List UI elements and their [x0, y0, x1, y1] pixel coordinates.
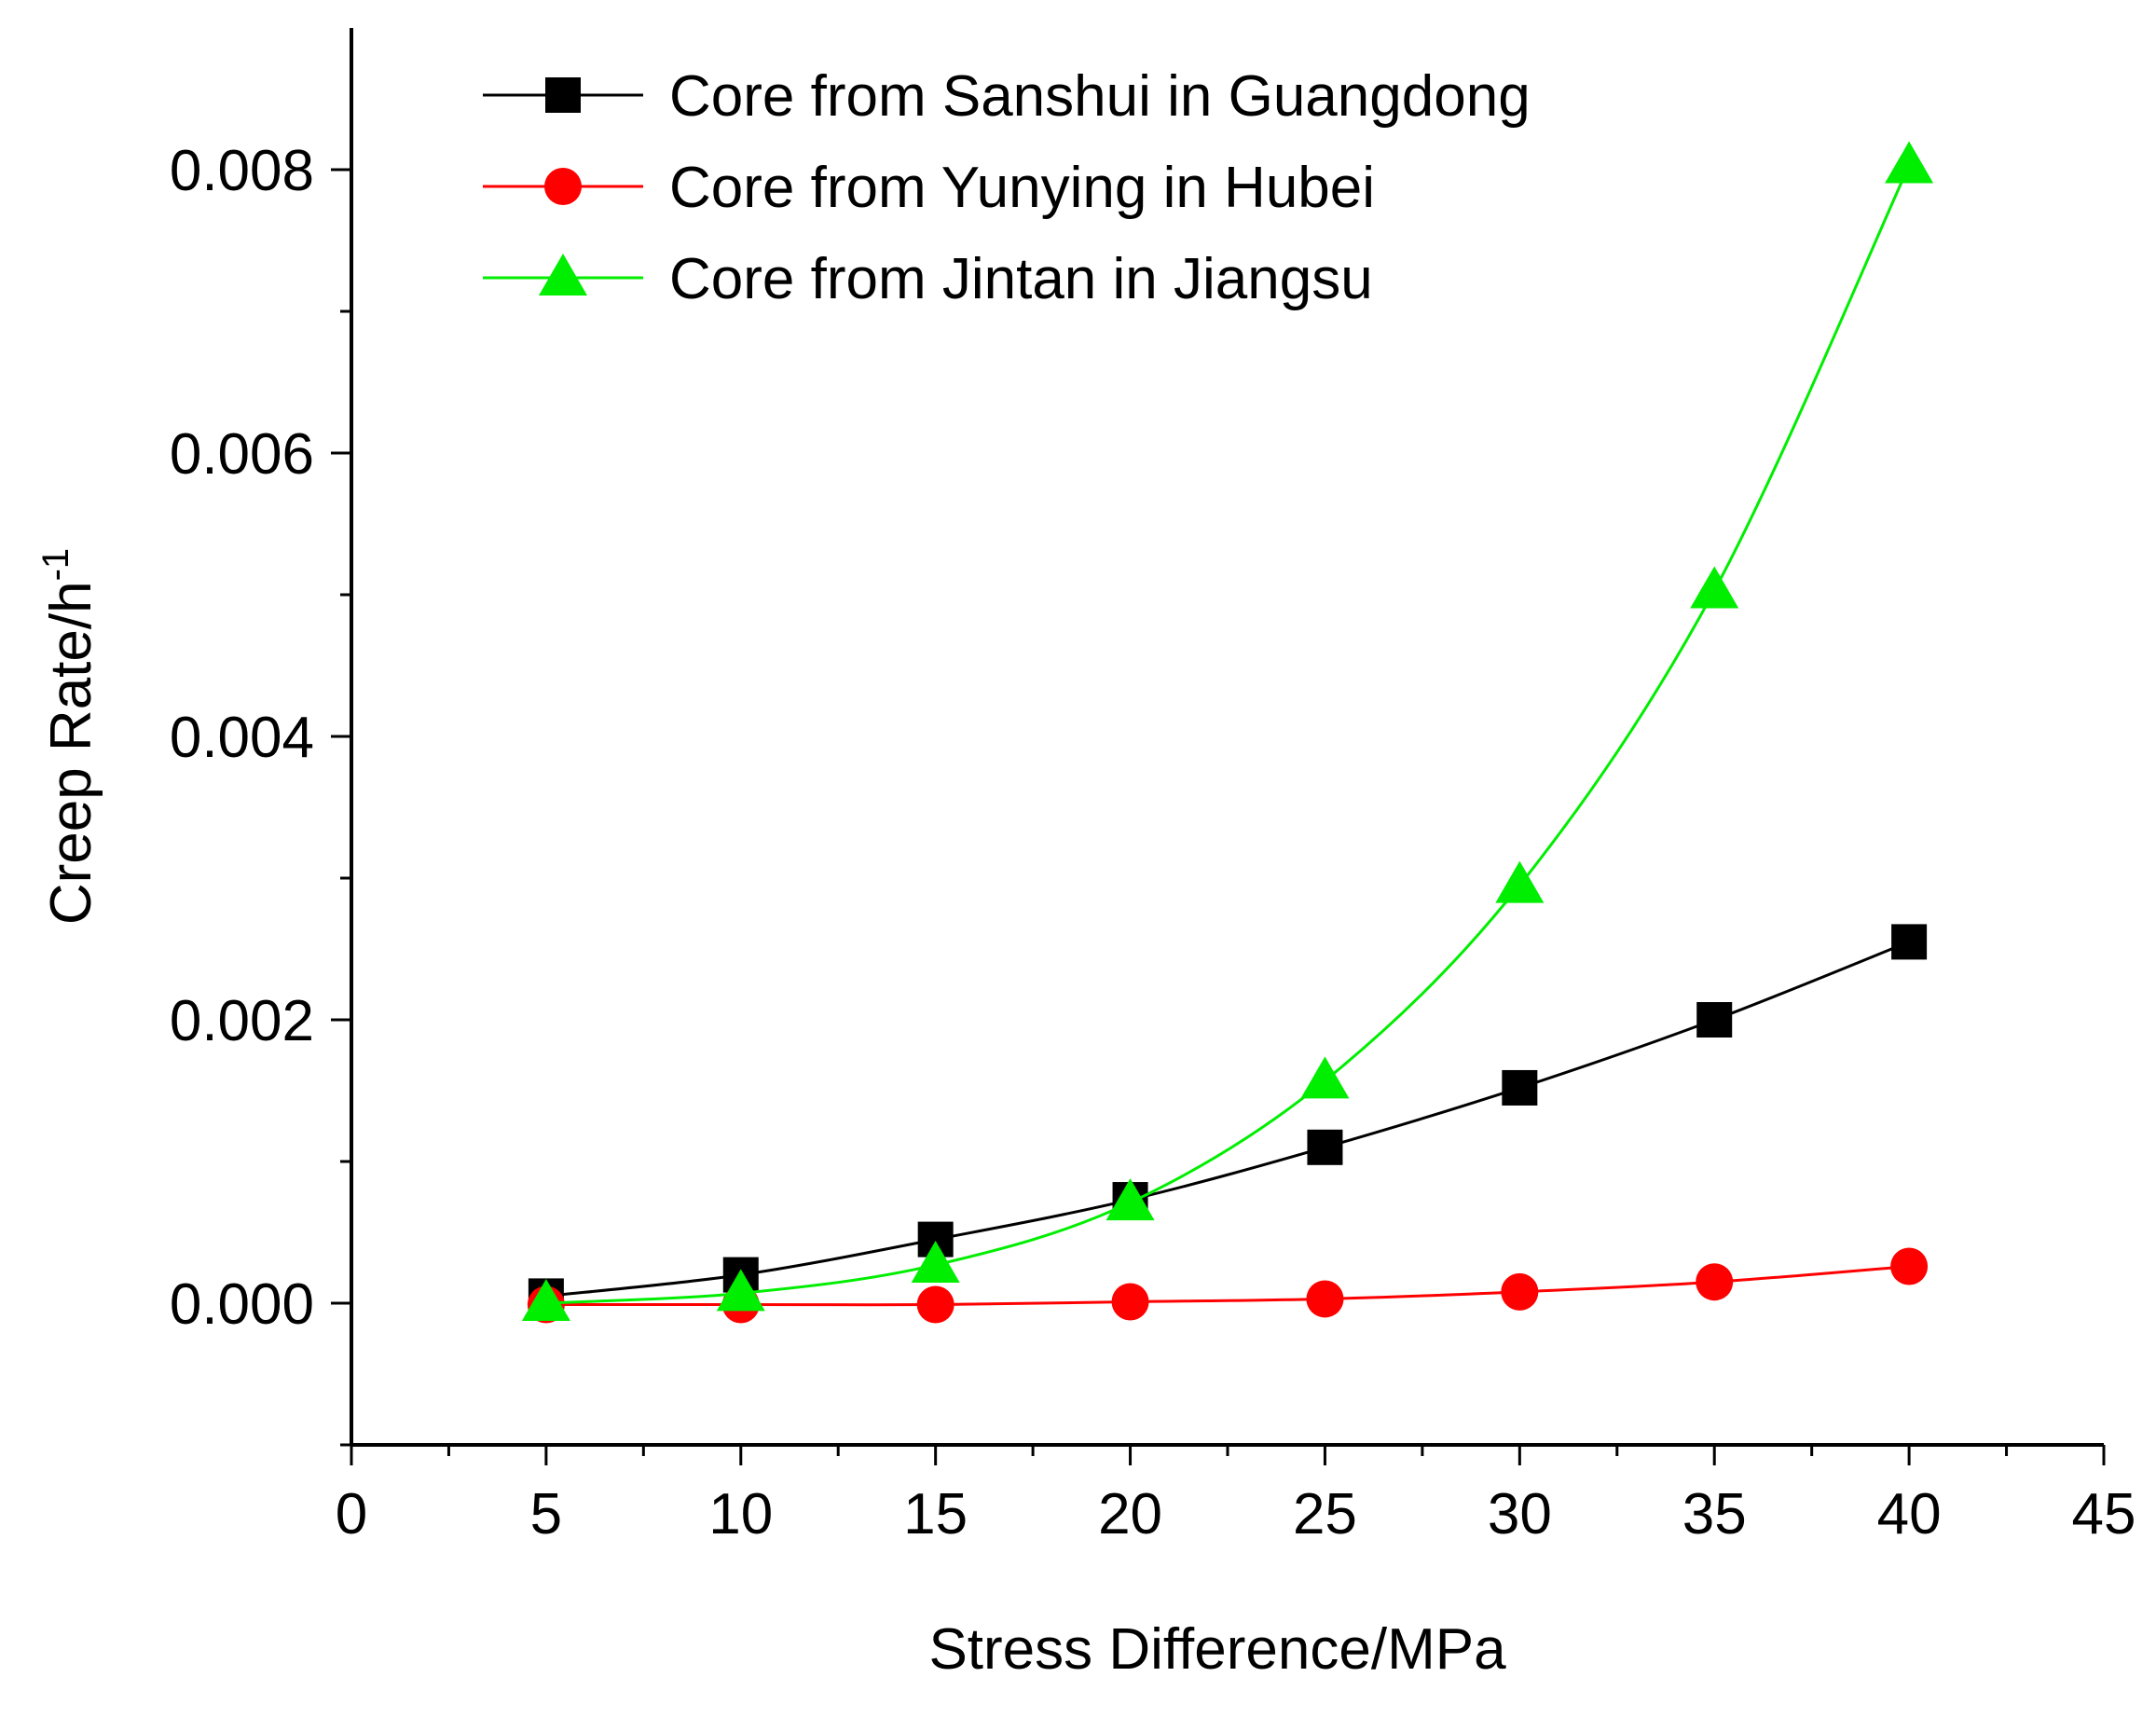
- legend-item-1: Core from Yunying in Hubei: [483, 156, 1375, 220]
- series-2-point-4: [1300, 1056, 1350, 1099]
- series-1-point-3: [1111, 1283, 1149, 1321]
- series-1-point-6: [1696, 1263, 1734, 1301]
- series-line-0: [545, 941, 1910, 1298]
- series-0: [528, 924, 1928, 1314]
- legend-marker-0: [545, 77, 581, 113]
- x-tick-label-25: 25: [1293, 1482, 1357, 1546]
- x-tick-label-0: 0: [336, 1482, 367, 1546]
- series-0-point-6: [1696, 1002, 1733, 1038]
- y-axis-title-main: Creep Rate/h: [39, 581, 103, 925]
- x-tick-label-10: 10: [708, 1482, 773, 1546]
- series-1-point-5: [1501, 1272, 1539, 1311]
- legend-label-0: Core from Sanshui in Guangdong: [669, 64, 1531, 129]
- series-0-point-5: [1502, 1069, 1538, 1106]
- y-tick-label-4: 0.008: [170, 139, 314, 203]
- series-2-point-1: [716, 1269, 765, 1312]
- series-line-1: [545, 1264, 1910, 1307]
- x-tick-label-40: 40: [1877, 1482, 1942, 1546]
- x-tick-label-5: 5: [530, 1482, 562, 1546]
- y-tick-label-2: 0.004: [170, 706, 314, 770]
- series-2-point-5: [1495, 860, 1545, 903]
- x-tick-label-20: 20: [1098, 1482, 1162, 1546]
- legend-label-2: Core from Jintan in Jiangsu: [669, 247, 1373, 311]
- series-2-point-6: [1690, 566, 1739, 609]
- svg-text:Creep Rate/h-1: Creep Rate/h-1: [35, 548, 103, 925]
- series-line-2: [545, 164, 1911, 1305]
- legend: Core from Sanshui in Guangdong Core from …: [483, 64, 1531, 311]
- series-1-point-4: [1306, 1280, 1344, 1318]
- series-2-point-7: [1885, 141, 1934, 184]
- x-tick-label-30: 30: [1488, 1482, 1552, 1546]
- legend-item-0: Core from Sanshui in Guangdong: [483, 64, 1531, 129]
- y-tick-label-0: 0.000: [170, 1272, 314, 1337]
- y-tick-label-3: 0.006: [170, 422, 314, 487]
- x-tick-label-45: 45: [2072, 1482, 2136, 1546]
- y-tick-label-1: 0.002: [170, 989, 314, 1053]
- ticks: 0 5 10 15 20 25 30 35 40 45 0.000 0.002 0.004 0.006 0.…: [170, 139, 2136, 1546]
- y-axis-title-superscript: -1: [35, 548, 76, 582]
- legend-marker-1: [544, 168, 582, 205]
- series-2-point-2: [911, 1240, 960, 1283]
- legend-marker-2: [539, 254, 587, 295]
- series-1-point-7: [1890, 1247, 1929, 1285]
- series-2: [521, 141, 1934, 1321]
- x-tick-label-35: 35: [1682, 1482, 1747, 1546]
- x-tick-label-15: 15: [903, 1482, 968, 1546]
- series-1-point-2: [916, 1285, 954, 1324]
- y-axis-title: Creep Rate/h-1: [35, 548, 103, 925]
- legend-item-2: Core from Jintan in Jiangsu: [483, 247, 1373, 311]
- legend-label-1: Core from Yunying in Hubei: [669, 156, 1375, 220]
- axes: [350, 28, 2104, 1447]
- series-2-point-3: [1105, 1178, 1155, 1221]
- series-0-point-7: [1891, 924, 1928, 960]
- series-2-point-0: [521, 1279, 570, 1321]
- series: [521, 141, 1934, 1324]
- x-axis-title: Stress Difference/MPa: [928, 1617, 1506, 1682]
- series-0-point-4: [1307, 1129, 1343, 1165]
